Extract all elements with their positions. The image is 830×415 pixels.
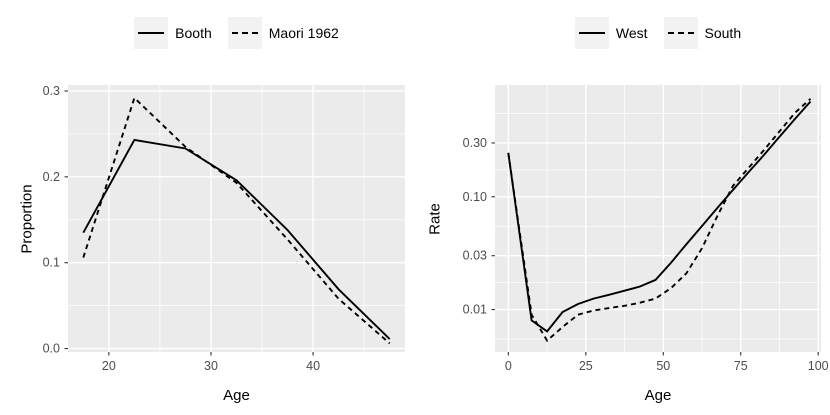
plot-panel-mortality: 0 25 50 75 100 0.01 0.03 0.10 0.30: [463, 85, 829, 373]
legend-fertility: Booth Maori 1962: [68, 16, 405, 50]
x-tick-label: 100: [808, 359, 829, 373]
y-axis-title-rate: Rate: [426, 203, 444, 235]
y-tick-label: 0.01: [463, 303, 487, 317]
y-tick-label: 0.2: [43, 170, 60, 184]
y-tick-label: 0.30: [463, 136, 487, 150]
x-tick-label: 50: [656, 359, 670, 373]
legend-item-south: South: [663, 17, 742, 49]
panel-background: [68, 85, 405, 352]
dashed-line-sample: [667, 32, 694, 34]
series-line-west: [507, 100, 812, 333]
y-tick-label: 0.3: [43, 84, 60, 98]
series-line-south: [507, 98, 812, 343]
dashed-line-sample: [231, 32, 258, 34]
x-tick-label: 40: [306, 359, 320, 373]
legend-label-west: West: [615, 25, 648, 41]
legend-key-dashed: [227, 17, 262, 49]
legend-item-booth: Booth: [134, 17, 212, 49]
legend-item-west: West: [574, 17, 648, 49]
x-tick-label: 0: [505, 359, 512, 373]
fertility-chart: Booth Maori 1962 20 30 40 0.0 0.1 0.2 0.3 Prop…: [18, 16, 405, 404]
legend-mortality: West South: [495, 16, 821, 50]
x-tick-label: 75: [734, 359, 748, 373]
series-line-booth: [82, 138, 391, 340]
y-tick-label: 0.1: [43, 256, 60, 270]
panel-background: [495, 85, 821, 352]
x-tick-label: 20: [102, 359, 116, 373]
mortality-chart: West South 0 25 50 75 100 0.01 0.03 0.10 0.30 Ra…: [415, 0, 830, 415]
legend-label-maori-1962: Maori 1962: [268, 25, 339, 41]
y-tick-label: 0.10: [463, 190, 487, 204]
x-tick-label: 25: [579, 359, 593, 373]
plot-panel-fertility: 20 30 40 0.0 0.1 0.2 0.3: [43, 84, 405, 373]
x-axis-title-age-left: Age: [223, 387, 250, 404]
solid-line-sample: [578, 32, 605, 34]
series-line-maori-1962: [82, 96, 391, 345]
legend-label-south: South: [704, 25, 742, 41]
y-tick-label: 0.0: [43, 342, 60, 356]
legend-key-solid: [574, 17, 609, 49]
legend-label-booth: Booth: [175, 25, 212, 41]
y-tick-label: 0.03: [463, 249, 487, 263]
legend-key-solid: [134, 17, 169, 49]
x-tick-label: 30: [204, 359, 218, 373]
x-axis-title-age-right: Age: [644, 387, 672, 404]
solid-line-sample: [138, 32, 165, 34]
legend-item-maori-1962: Maori 1962: [227, 17, 339, 49]
y-axis-title-proportion: Proportion: [18, 184, 36, 254]
legend-key-dashed: [663, 17, 698, 49]
